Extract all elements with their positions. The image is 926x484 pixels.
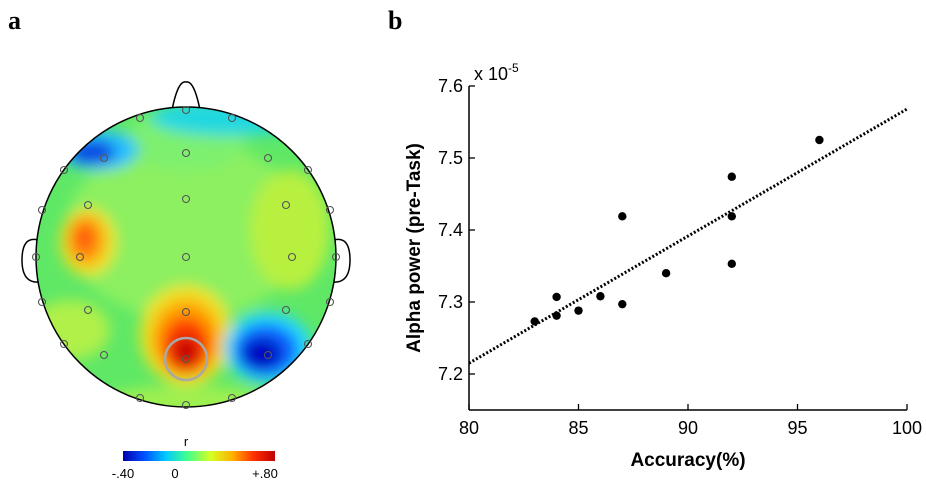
electrode-marker (303, 339, 313, 349)
electrode-marker (281, 305, 291, 315)
electrode-marker (99, 350, 109, 360)
midline-hotspot (172, 336, 200, 368)
electrode-marker (83, 305, 93, 315)
electrode-marker (59, 339, 69, 349)
y-tick-group: 7.2 7.3 7.4 7.5 7.6 (438, 76, 475, 384)
electrode-marker (325, 297, 335, 307)
colorbar-tick-max: +.80 (252, 466, 278, 481)
colorbar-tick-zero: 0 (171, 466, 178, 481)
x-tick-label: 80 (459, 418, 479, 438)
data-point (727, 259, 736, 269)
electrode-marker (325, 205, 335, 215)
data-point-group (530, 135, 824, 326)
electrode-marker (31, 252, 41, 262)
colorbar-gradient (123, 451, 275, 461)
x-tick-label: 90 (678, 418, 698, 438)
y-tick-label: 7.4 (438, 220, 463, 240)
data-point (574, 306, 583, 315)
y-tick-label: 7.3 (438, 292, 463, 312)
scatter-plot: 7.2 7.3 7.4 7.5 7.6 80 85 90 95 100 x 10-5 Accur… (404, 61, 922, 471)
data-point (727, 172, 736, 181)
x-axis-title: Accuracy(%) (630, 450, 745, 471)
nose-outline (171, 81, 201, 111)
electrode-marker (181, 354, 191, 364)
colorbar: r -.40 0 +.80 (112, 434, 278, 481)
electrode-marker (37, 297, 47, 307)
electrode-marker (135, 393, 145, 403)
electrode-marker (181, 194, 191, 204)
y-axis-title: Alpha power (pre-Task) (404, 143, 425, 353)
x-tick-label: 100 (892, 418, 922, 438)
electrode-marker (75, 252, 85, 262)
electrode-marker (181, 105, 191, 115)
x-tick-label: 95 (787, 418, 807, 438)
fit-line (468, 107, 908, 365)
y-tick-label: 7.5 (438, 148, 463, 168)
electrode-marker (181, 252, 191, 262)
data-point (815, 135, 824, 145)
electrode-marker (263, 350, 273, 360)
electrode-marker (181, 148, 191, 158)
y-tick-label: 7.2 (438, 364, 463, 384)
left-temporal-hotspot (75, 226, 93, 250)
data-point (618, 212, 627, 221)
roi-circle (163, 336, 209, 382)
x-tick-label: 85 (568, 418, 588, 438)
x-tick-group: 80 85 90 95 100 (459, 404, 922, 438)
electrode-marker (287, 252, 297, 262)
electrode-marker (83, 200, 93, 210)
panel-label-a: a (8, 6, 21, 35)
y-tick-label: 7.6 (438, 76, 463, 96)
data-point (661, 269, 671, 278)
electrode-marker (263, 153, 273, 163)
electrode-marker (331, 252, 341, 262)
electrode-marker (59, 165, 69, 175)
colorbar-label: r (184, 434, 189, 449)
electrode-marker (227, 393, 237, 403)
y-multiplier-label: x 10-5 (474, 61, 519, 84)
data-point (727, 212, 736, 221)
electrode-marker (135, 113, 145, 123)
electrode-marker (37, 205, 47, 215)
electrode-marker (181, 400, 191, 410)
left-frontal-negative (68, 140, 116, 164)
electrode-marker (99, 153, 109, 163)
electrode-marker (227, 113, 237, 123)
data-point (618, 299, 627, 309)
electrode-marker (181, 307, 191, 317)
right-occipital-negative (242, 338, 282, 370)
data-point (596, 292, 605, 301)
data-point (552, 311, 561, 320)
topographic-map (21, 81, 351, 410)
data-point (552, 292, 561, 302)
electrode-marker (281, 200, 291, 210)
electrode-group (31, 105, 341, 410)
electrode-marker (303, 165, 313, 175)
data-point (530, 317, 539, 326)
colorbar-tick-min: -.40 (112, 466, 134, 481)
panel-label-b: b (388, 6, 403, 35)
